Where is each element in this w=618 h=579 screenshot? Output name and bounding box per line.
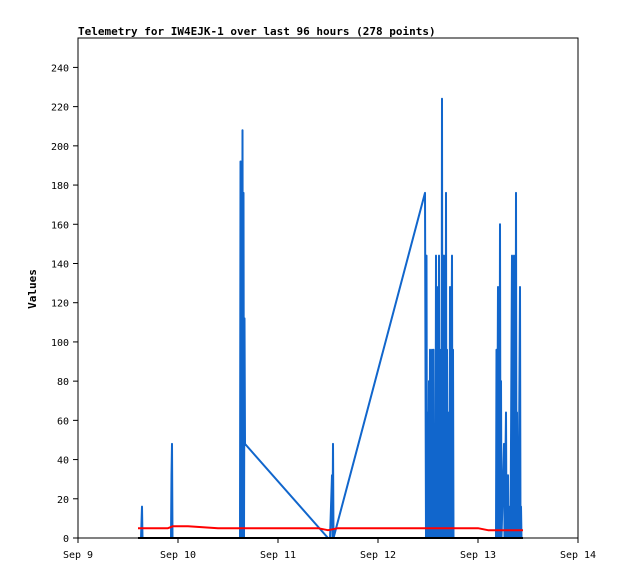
series-layer: [138, 97, 523, 539]
x-tick-label: Sep 13: [460, 550, 496, 561]
y-tick-label: 80: [57, 377, 69, 388]
y-tick-label: 40: [57, 456, 69, 467]
y-tick-label: 100: [51, 338, 69, 349]
x-tick-label: Sep 14: [560, 550, 596, 561]
y-tick-label: 120: [51, 299, 69, 310]
x-tick-label: Sep 10: [160, 550, 196, 561]
y-tick-label: 60: [57, 416, 69, 427]
y-tick-label: 200: [51, 142, 69, 153]
series-line-1: [138, 525, 523, 532]
y-tick-label: 140: [51, 259, 69, 270]
series-line-0: [140, 97, 523, 539]
x-tick-label: Sep 11: [260, 550, 296, 561]
chart-title: Telemetry for IW4EJK-1 over last 96 hour…: [78, 25, 436, 38]
y-tick-label: 220: [51, 103, 69, 114]
x-tick-label: Sep 12: [360, 550, 396, 561]
y-tick-label: 20: [57, 495, 69, 506]
y-tick-label: 0: [63, 534, 69, 545]
y-tick-label: 240: [51, 63, 69, 74]
y-axis: 0 20 40 60 80 100 120 140 160 180 200 220 240: [51, 63, 78, 545]
y-tick-label: 160: [51, 220, 69, 231]
x-axis: Sep 9 Sep 10 Sep 11 Sep 12 Sep 13 Sep 14: [63, 538, 596, 561]
y-tick-label: 180: [51, 181, 69, 192]
x-tick-label: Sep 9: [63, 550, 93, 561]
y-axis-label: Values: [26, 269, 39, 309]
